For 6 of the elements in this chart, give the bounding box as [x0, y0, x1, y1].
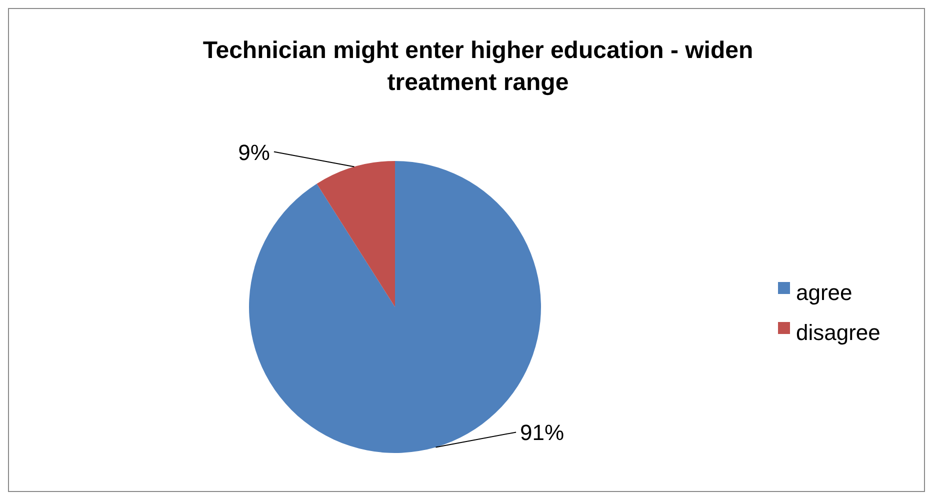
- data-label: 9%: [238, 140, 270, 165]
- chart-title: Technician might enter higher education - widen treatment range: [202, 37, 754, 96]
- legend-label: agree: [796, 280, 852, 305]
- legend-label: disagree: [796, 320, 880, 345]
- pie-slice: [316, 161, 395, 307]
- data-label: 91%: [520, 420, 564, 446]
